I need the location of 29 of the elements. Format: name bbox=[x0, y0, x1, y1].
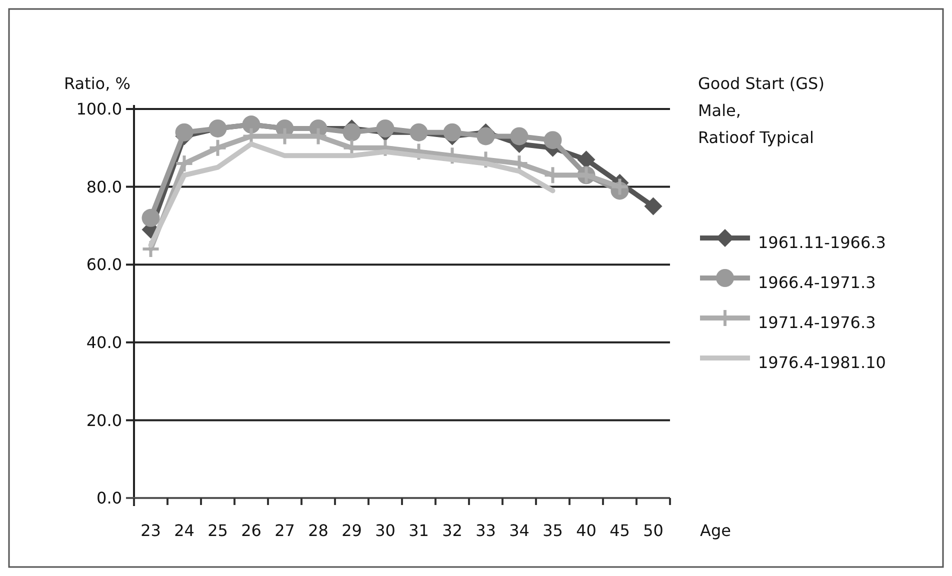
y-tick-label: 80.0 bbox=[86, 177, 122, 196]
legend-label: 1976.4-1981.10 bbox=[758, 353, 886, 372]
y-tick-label: 60.0 bbox=[86, 255, 122, 274]
x-tick-label: 32 bbox=[442, 521, 462, 540]
x-tick-label: 33 bbox=[476, 521, 496, 540]
y-axis-title: Ratio, % bbox=[64, 74, 130, 93]
y-tick-label: 100.0 bbox=[76, 100, 122, 119]
y-tick-label: 20.0 bbox=[86, 410, 122, 430]
x-tick-label: 25 bbox=[208, 521, 228, 540]
legend-label: 1966.4-1971.3 bbox=[758, 273, 876, 292]
x-axis-title: Age bbox=[700, 521, 731, 540]
y-tick-label: 0.0 bbox=[96, 488, 122, 508]
x-tick-label: 26 bbox=[241, 521, 262, 540]
text: Good Start (GS) Male, Ratioof Typical bbox=[698, 74, 824, 147]
x-tick-label: 24 bbox=[174, 521, 194, 540]
x-tick-label: 34 bbox=[509, 521, 530, 540]
x-tick-label: 23 bbox=[140, 521, 161, 540]
legend-label: 1961.11-1966.3 bbox=[758, 233, 886, 252]
x-tick-label: 28 bbox=[308, 521, 328, 540]
y-tick-label: 40.0 bbox=[86, 333, 122, 352]
x-tick-label: 31 bbox=[408, 521, 429, 540]
legend-label: 1971.4-1976.3 bbox=[758, 313, 876, 332]
x-tick-label: 45 bbox=[610, 521, 630, 540]
x-tick-label: 29 bbox=[342, 521, 362, 540]
x-tick-label: 27 bbox=[274, 521, 295, 540]
x-tick-label: 30 bbox=[375, 521, 396, 540]
x-tick-label: 50 bbox=[643, 521, 664, 540]
x-tick-label: 40 bbox=[576, 521, 596, 540]
x-tick-label: 35 bbox=[542, 521, 563, 540]
